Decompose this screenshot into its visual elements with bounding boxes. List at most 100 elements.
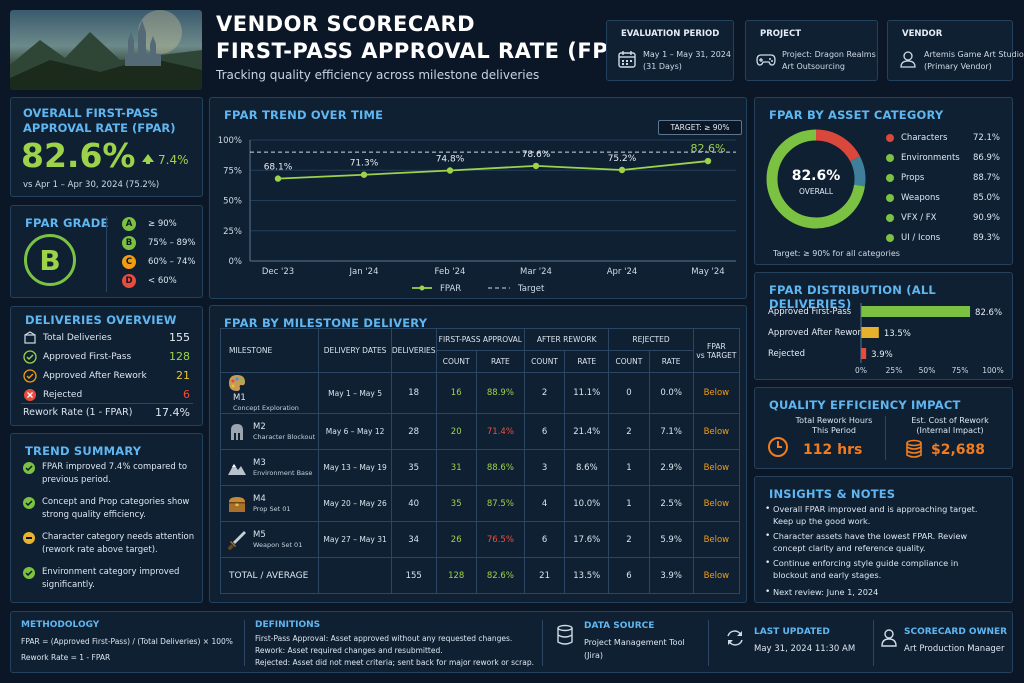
delivery-dates: May 6 – May 12 xyxy=(318,413,392,450)
delivery-dates: May 27 – May 31 xyxy=(318,521,392,558)
th-fpa-rate: RATE xyxy=(475,350,526,373)
delivery-value: 21 xyxy=(176,369,190,382)
fpa-rate: 87.5% xyxy=(475,485,526,522)
grade-level-range: < 60% xyxy=(148,276,177,286)
header-title-1: VENDOR SCORECARD xyxy=(216,12,476,36)
fpar-point xyxy=(618,166,626,174)
table-row: M2 Character Blockout May 6 – May 12 28 20 71… xyxy=(219,413,741,450)
header-title-2: FIRST-PASS APPROVAL RATE (FPAR) xyxy=(216,39,650,63)
trend-y-tick: 50% xyxy=(223,197,242,207)
category-legend-value: 89.3% xyxy=(973,233,1001,243)
category-card: FPAR BY ASSET CATEGORY 82.6% OVERALL Cha… xyxy=(754,97,1013,265)
total-label: TOTAL / AVERAGE xyxy=(219,557,320,594)
th-fpa: FIRST-PASS APPROVAL xyxy=(435,328,526,351)
database-icon xyxy=(557,624,573,645)
donut-center-value: 82.6% xyxy=(791,168,841,184)
trend-x-tick: May '24 xyxy=(691,267,724,277)
data-source-line-2: (Jira) xyxy=(584,651,604,660)
th-rw-count: COUNT xyxy=(523,350,566,373)
category-legend-name: Environments xyxy=(901,153,960,163)
palette-icon xyxy=(229,375,245,391)
mountain-icon xyxy=(228,463,246,475)
evaluation-period-box: EVALUATION PERIOD May 1 – May 31, 2024 (… xyxy=(606,20,734,81)
delivery-label: Approved First-Pass xyxy=(43,352,132,362)
insights-title: INSIGHTS & NOTES xyxy=(769,487,896,501)
rejected-rate: 2.5% xyxy=(648,485,694,522)
delivery-label: Approved After Rework xyxy=(43,371,147,381)
coins-icon xyxy=(906,439,922,458)
table-total-row: TOTAL / AVERAGE 155 128 82.6% 21 13.5% 6 3.9% Be… xyxy=(219,557,741,594)
evaluation-period-label: EVALUATION PERIOD xyxy=(621,29,720,39)
trend-y-tick: 75% xyxy=(223,166,242,176)
milestone-card: FPAR BY MILESTONE DELIVERY MILESTONE DEL… xyxy=(209,305,747,603)
insight-text: Next review: June 1, 2024 xyxy=(773,587,879,597)
total-vs-target: Below xyxy=(692,557,741,594)
deliveries-count: 40 xyxy=(390,485,437,522)
category-note: Target: ≥ 90% for all categories xyxy=(773,249,900,258)
category-legend-dot xyxy=(886,234,894,242)
arrow-up-icon xyxy=(142,154,154,164)
x-circle-icon xyxy=(24,389,36,401)
evaluation-period-line2: (31 Days) xyxy=(643,62,682,71)
legend-fpar-marker xyxy=(419,285,425,291)
milestone-cell: M2 Character Blockout xyxy=(219,413,320,450)
deliveries-divider xyxy=(21,403,193,404)
overall-change: 7.4% xyxy=(158,153,189,167)
trend-summary-card: TREND SUMMARY FPAR improved 7.4% compare… xyxy=(10,433,203,603)
th-rework: AFTER REWORK xyxy=(523,328,610,351)
methodology-line-1: FPAR = (Approved First-Pass) / (Total De… xyxy=(21,637,233,646)
header-art xyxy=(10,10,202,90)
fpar-point xyxy=(274,175,282,182)
calendar-icon xyxy=(618,51,636,68)
grade-level-circle: C xyxy=(122,255,136,269)
data-source-title: DATA SOURCE xyxy=(584,621,655,631)
rework-rate: 10.0% xyxy=(564,485,610,522)
th-deliveries: DELIVERIES xyxy=(390,328,437,373)
trend-y-tick: 100% xyxy=(218,136,242,146)
milestone-id: M1 xyxy=(233,393,246,403)
distribution-x-tick: 50% xyxy=(919,366,936,375)
trend-summary-text: FPAR improved 7.4% compared to previous … xyxy=(42,462,188,485)
project-box: PROJECT Project: Dragon Realms Art Outso… xyxy=(745,20,878,81)
rejected-rate: 0.0% xyxy=(648,372,694,414)
deliveries-count: 28 xyxy=(390,413,437,450)
vs-target: Below xyxy=(692,449,741,486)
deliveries-count: 18 xyxy=(390,372,437,414)
milestone-id: M5 xyxy=(253,529,266,540)
evaluation-period-line1: May 1 – May 31, 2024 xyxy=(643,50,731,59)
total-fpa-count: 128 xyxy=(435,557,477,594)
fpar-trend-chart: 0% 25% 50% 75% 100% 68.1% 71.3% 74.8% 78.6% 75.2%… xyxy=(218,136,736,294)
hours-label-1: Total Rework Hours xyxy=(795,416,873,425)
vs-target: Below xyxy=(692,521,741,558)
rework-count: 6 xyxy=(523,521,566,558)
rework-count: 4 xyxy=(523,485,566,522)
category-legend-dot xyxy=(886,154,894,162)
grade-divider xyxy=(106,216,107,292)
trend-summary-title: TREND SUMMARY xyxy=(25,444,142,458)
vendor-line1: Artemis Game Art Studio xyxy=(924,50,1024,59)
trend-x-tick: Apr '24 xyxy=(607,267,638,277)
total-rework-count: 21 xyxy=(523,557,566,594)
cost-value: $2,688 xyxy=(931,442,986,458)
fpar-data-label: 74.8% xyxy=(436,154,465,164)
category-legend-name: VFX / FX xyxy=(901,213,937,223)
grade-title: FPAR GRADE xyxy=(25,216,109,230)
fpa-count: 20 xyxy=(435,413,477,450)
total-fpa-rate: 82.6% xyxy=(475,557,526,594)
distribution-x-tick: 0% xyxy=(855,366,867,375)
overall-fpar-card: OVERALL FIRST-PASS APPROVAL RATE (FPAR) … xyxy=(10,97,203,197)
distribution-x-tick: 100% xyxy=(982,366,1003,375)
category-legend-name: Characters xyxy=(901,133,948,143)
trend-chart-title: FPAR TREND OVER TIME xyxy=(224,108,384,122)
deliveries-overview-card: DELIVERIES OVERVIEW Total Deliveries 155 A… xyxy=(10,306,203,426)
trend-summary-text: Concept and Prop categories show strong … xyxy=(42,497,190,520)
vendor-box: VENDOR Artemis Game Art Studio (Primary … xyxy=(887,20,1024,81)
insight-bullet: • xyxy=(765,587,771,597)
donut-slice xyxy=(850,156,866,187)
fpa-rate: 88.6% xyxy=(475,449,526,486)
distribution-value: 82.6% xyxy=(975,308,1002,318)
th-milestone: MILESTONE xyxy=(219,328,320,373)
methodology-line-2: Rework Rate = 1 - FPAR xyxy=(21,653,111,662)
donut-slice xyxy=(766,129,865,229)
insight-text: Continue enforcing style guide complianc… xyxy=(773,558,959,580)
